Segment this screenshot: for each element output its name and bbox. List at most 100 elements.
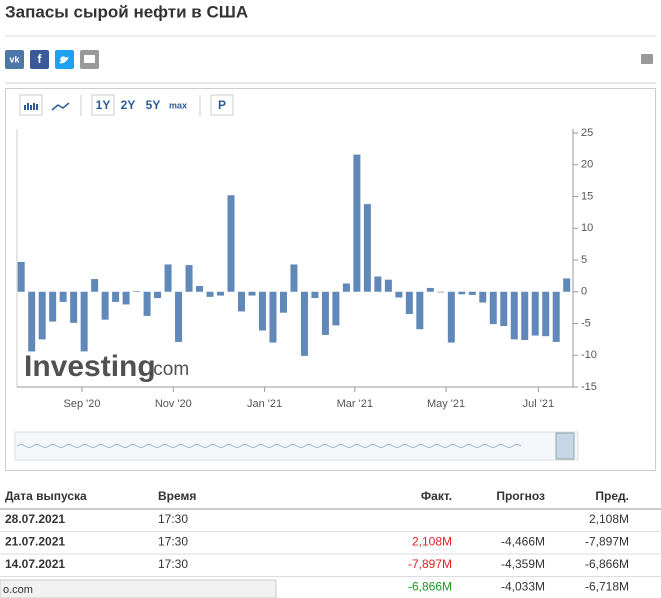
table-cell: 28.07.2021 [5,512,65,526]
bar [279,291,287,313]
table-cell: -6,866M [585,557,629,571]
table-cell: -6,718M [585,580,629,594]
table-cell: 2,108M [589,512,629,526]
table-cell: 14.07.2021 [5,557,65,571]
bar [70,291,78,323]
bar [80,291,88,352]
bar [489,291,497,325]
p-button-box [210,94,234,116]
range-button[interactable]: 5Y [146,98,161,112]
y-tick-label: -10 [581,349,597,361]
bar [500,291,508,327]
chart-box [5,88,656,471]
y-tick-label: 15 [581,190,593,202]
table-cell: 21.07.2021 [5,535,65,549]
y-tick-label: 10 [581,222,593,234]
x-tick-label: Sep '20 [64,398,101,410]
bar [416,291,424,330]
bar [59,291,67,302]
bar [49,291,57,322]
table-header: Время [158,489,196,503]
bar [468,291,476,295]
bar [196,286,204,292]
bar [164,264,172,292]
y-tick-label: 25 [581,127,593,139]
bar [542,291,550,337]
x-tick-label: Nov '20 [155,398,192,410]
bar [91,279,99,292]
bar [290,264,298,292]
range-button[interactable]: max [169,100,187,110]
bar [237,291,245,312]
bar [28,291,36,352]
bar-icon [24,103,38,110]
watermark: .com [148,359,189,380]
bar [363,204,371,292]
mail-icon [84,55,95,63]
bar [374,276,382,292]
navigator-window[interactable] [555,432,575,460]
twitter-icon [59,56,69,64]
vk-button[interactable] [5,50,24,69]
bar [563,278,571,292]
y-tick-label: -15 [581,381,597,393]
bar [321,291,329,335]
bar [479,291,487,303]
bar [405,291,413,314]
navigator-line [16,444,522,448]
range-button[interactable]: 2Y [121,98,136,112]
x-tick-label: Jan '21 [247,398,282,410]
bar [510,291,518,340]
table-cell: -4,466M [501,535,545,549]
table-cell: -7,897M [585,535,629,549]
bar [552,291,560,342]
range-button[interactable]: 1Y [96,98,111,112]
table-header: Пред. [595,489,629,503]
bar [206,291,214,297]
bar [300,291,308,356]
table-cell: 17:30 [158,512,188,526]
p-button[interactable]: P [218,98,226,112]
bar [217,291,225,296]
table-header: Факт. [421,489,452,503]
y-tick-label: -5 [581,317,591,329]
facebook-button[interactable] [30,50,49,69]
bar [311,291,319,299]
bar [458,291,466,295]
bar [384,279,392,292]
bar [175,291,183,342]
bar [133,291,141,292]
status-bar [0,579,277,598]
bar [531,291,539,336]
bar [122,291,130,305]
bar [437,291,445,293]
print-button[interactable] [641,54,653,64]
bar [112,291,120,302]
bar [154,291,162,299]
status-text: o.com [3,584,33,596]
range-selected [91,94,115,116]
y-tick-label: 0 [581,286,587,298]
table-cell: -4,033M [501,580,545,594]
y-tick-label: 5 [581,254,587,266]
bar [332,291,340,326]
bar [269,291,277,343]
bar [258,291,266,331]
bar [185,265,193,292]
x-tick-label: Mar '21 [337,398,373,410]
page-title: Запасы сырой нефти в США [5,2,248,21]
bar [353,154,361,292]
table-header: Прогноз [496,489,545,503]
bar [395,291,403,298]
bar [447,291,455,343]
x-tick-label: Jul '21 [523,398,554,410]
bar [521,291,529,341]
bar [248,291,256,296]
x-tick-label: May '21 [427,398,465,410]
table-cell: -4,359M [501,557,545,571]
table-cell: 2,108M [412,535,452,549]
line-chart-button[interactable] [51,102,70,111]
bar [426,287,434,292]
vk-label: vk [9,54,20,64]
table-cell: -7,897M [408,557,452,571]
